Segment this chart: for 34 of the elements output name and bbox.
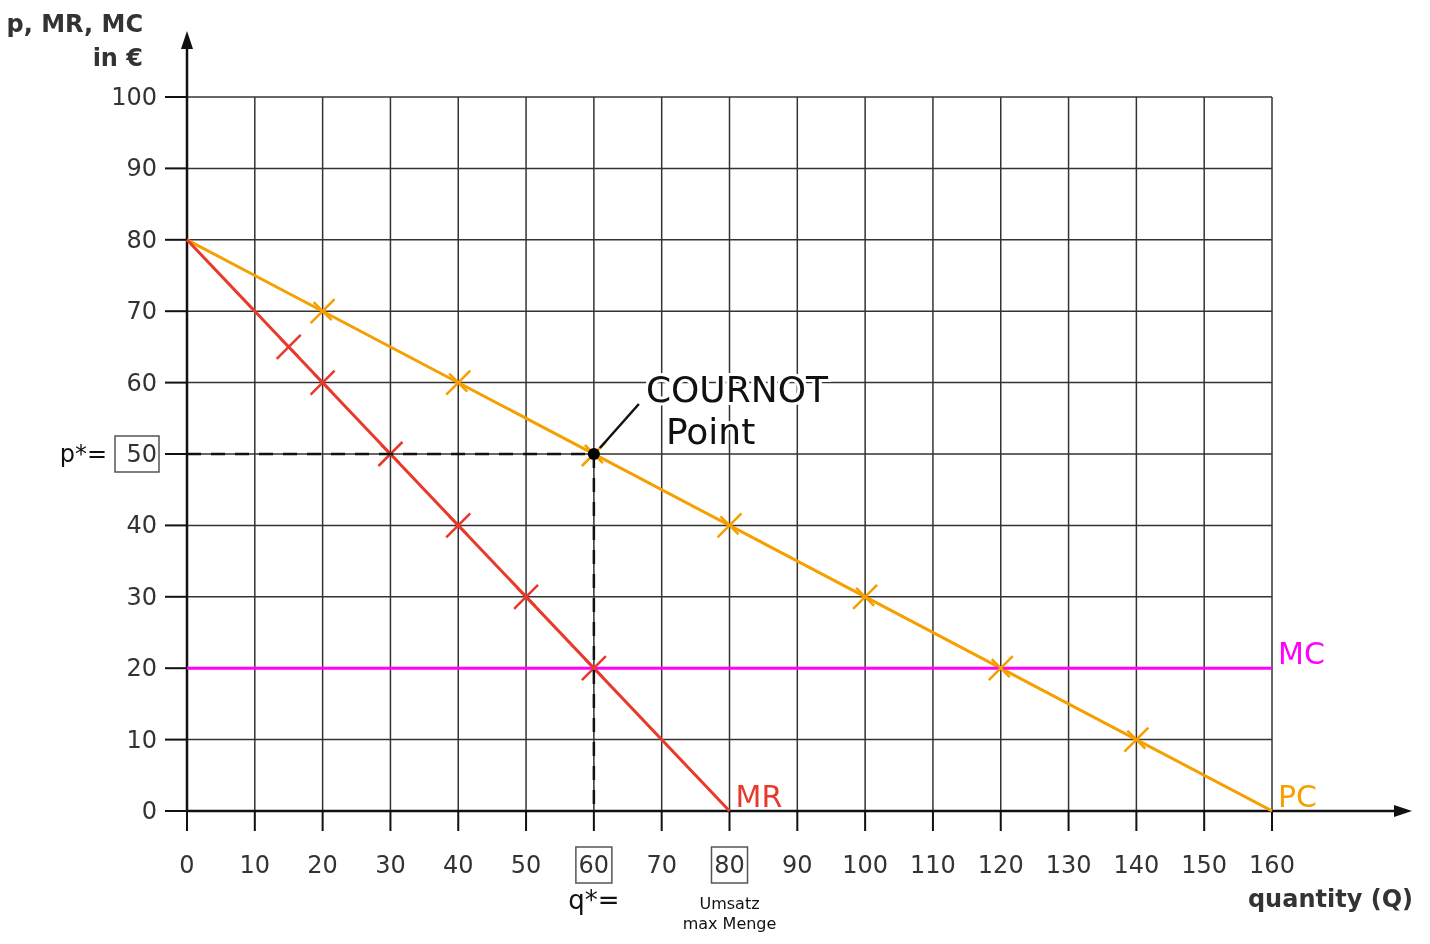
x-tick-label: 70: [646, 851, 677, 879]
x-tick-label: 100: [842, 851, 889, 879]
x-tick-label: 130: [1045, 851, 1092, 879]
x-tick-label: 150: [1181, 851, 1228, 879]
text: p*=: [59, 440, 107, 468]
y-tick-label: 100: [111, 83, 157, 111]
x-tick-label: 0: [179, 851, 195, 879]
x-tick-label: 160: [1249, 851, 1295, 879]
y-tick-label: 20: [126, 654, 157, 683]
x-tick-label: 110: [910, 851, 956, 879]
y-axis-title: p, MR, MC in €: [6, 10, 143, 72]
x-tick-label: 40: [442, 851, 474, 879]
x-axis-title: quantity (Q): [1247, 885, 1413, 913]
y-tick-label: 60: [126, 368, 157, 397]
x-tick-label: 140: [1113, 851, 1160, 879]
x-tick-label: 90: [782, 851, 813, 879]
x-tick-label: 20: [307, 851, 338, 879]
x-tick-label: 30: [375, 851, 406, 879]
x-tick-label: 50: [510, 851, 542, 879]
y-tick-label: 70: [126, 297, 157, 326]
series-label: MC: [1278, 636, 1325, 672]
y-tick-label: 50: [126, 440, 157, 468]
text: q*=: [568, 885, 620, 915]
y-tick-label: 30: [126, 582, 157, 611]
text: Umsatz max Menge: [682, 894, 777, 933]
y-tick-label: 40: [126, 511, 157, 540]
series-label: MR: [735, 779, 783, 814]
y-tick-label: 0: [141, 797, 157, 825]
series-label: PC: [1278, 779, 1318, 814]
y-tick-label: 10: [126, 725, 157, 754]
x-tick-label: 120: [977, 851, 1024, 879]
x-tick-label: 10: [239, 851, 271, 879]
y-tick-label: 90: [126, 154, 157, 183]
y-tick-label: 80: [126, 225, 157, 254]
